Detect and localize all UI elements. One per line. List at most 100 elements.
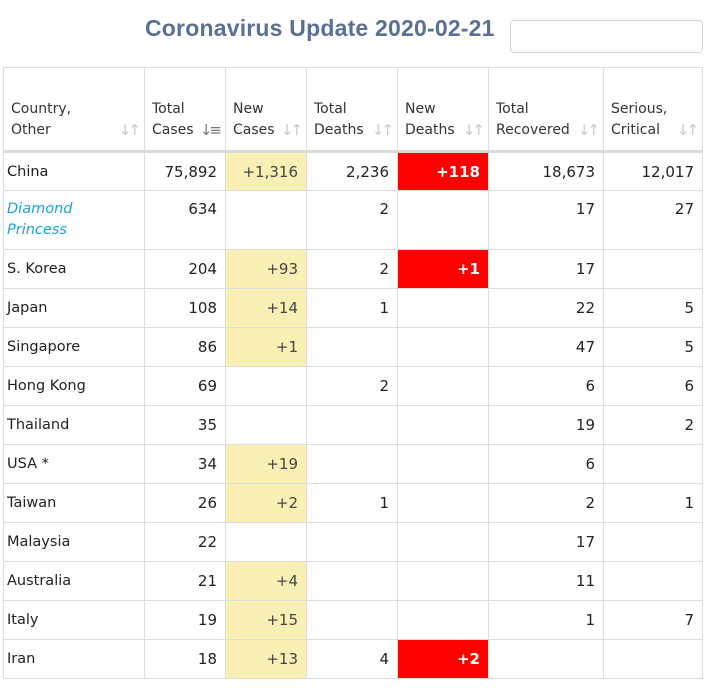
total-cases-cell: 69	[144, 366, 226, 406]
column-header-label: Serious, Critical	[611, 101, 668, 138]
new-cases-cell	[225, 522, 307, 562]
sort-icon[interactable]: ↓↑	[462, 121, 485, 139]
country-cell: Australia	[3, 561, 145, 601]
sort-icon[interactable]: ↓↑	[676, 121, 699, 139]
total-recovered-cell: 1	[488, 600, 604, 640]
table-body: China 75,892 +1,316 2,236 +118 18,673 12,017 Di…	[3, 151, 703, 679]
table-row: Thailand 35 19 2	[3, 405, 703, 445]
total-cases-cell: 21	[144, 561, 226, 601]
total-recovered-cell: 47	[488, 327, 604, 367]
column-header-total-cases[interactable]: Total Cases ↓≡	[144, 67, 226, 153]
sort-icon[interactable]: ↓↑	[280, 121, 303, 139]
table-row: Taiwan 26 +2 1 2 1	[3, 483, 703, 523]
new-cases-cell: +13	[225, 639, 307, 679]
search-input[interactable]	[510, 20, 703, 53]
table-row: Diamond Princess 634 2 17 27	[3, 190, 703, 250]
table-row: Malaysia 22 17	[3, 522, 703, 562]
new-deaths-cell	[397, 190, 489, 250]
total-cases-cell: 22	[144, 522, 226, 562]
column-header-new-cases[interactable]: New Cases ↓↑	[225, 67, 307, 153]
total-deaths-cell	[306, 405, 398, 445]
table-row: Hong Kong 69 2 6 6	[3, 366, 703, 406]
table-row: Japan 108 +14 1 22 5	[3, 288, 703, 328]
total-deaths-cell: 2	[306, 190, 398, 250]
column-header-serious-critical[interactable]: Serious, Critical ↓↑	[603, 67, 703, 153]
new-cases-cell: +14	[225, 288, 307, 328]
new-deaths-cell	[397, 522, 489, 562]
sort-desc-icon[interactable]: ↓≡	[199, 121, 222, 139]
country-cell: China	[3, 151, 145, 191]
new-cases-cell: +1	[225, 327, 307, 367]
sort-icon[interactable]: ↓↑	[118, 121, 141, 139]
serious-critical-cell	[603, 639, 703, 679]
sort-icon[interactable]: ↓↑	[577, 121, 600, 139]
column-header-total-recovered[interactable]: Total Recovered ↓↑	[488, 67, 604, 153]
country-cell: USA *	[3, 444, 145, 484]
serious-critical-cell: 5	[603, 288, 703, 328]
serious-critical-cell: 7	[603, 600, 703, 640]
total-recovered-cell: 18,673	[488, 151, 604, 191]
table-row: S. Korea 204 +93 2 +1 17	[3, 249, 703, 289]
new-deaths-cell	[397, 561, 489, 601]
total-recovered-cell: 6	[488, 444, 604, 484]
new-cases-cell: +2	[225, 483, 307, 523]
total-deaths-cell: 2	[306, 366, 398, 406]
column-header-label: Total Recovered	[496, 101, 570, 138]
total-cases-cell: 18	[144, 639, 226, 679]
total-recovered-cell: 17	[488, 522, 604, 562]
total-cases-cell: 34	[144, 444, 226, 484]
new-cases-cell: +19	[225, 444, 307, 484]
total-cases-cell: 634	[144, 190, 226, 250]
serious-critical-cell: 27	[603, 190, 703, 250]
total-deaths-cell: 1	[306, 288, 398, 328]
new-cases-cell: +4	[225, 561, 307, 601]
country-cell: Thailand	[3, 405, 145, 445]
total-cases-cell: 35	[144, 405, 226, 445]
sort-icon[interactable]: ↓↑	[371, 121, 394, 139]
total-deaths-cell: 2	[306, 249, 398, 289]
country-cell: Japan	[3, 288, 145, 328]
total-recovered-cell: 19	[488, 405, 604, 445]
new-deaths-cell	[397, 366, 489, 406]
total-cases-cell: 75,892	[144, 151, 226, 191]
new-cases-cell	[225, 405, 307, 445]
column-header-country[interactable]: Country, Other ↓↑	[3, 67, 145, 153]
country-cell: Taiwan	[3, 483, 145, 523]
total-recovered-cell: 6	[488, 366, 604, 406]
country-cell: Hong Kong	[3, 366, 145, 406]
new-cases-cell: +93	[225, 249, 307, 289]
total-cases-cell: 19	[144, 600, 226, 640]
total-recovered-cell	[488, 639, 604, 679]
new-deaths-cell: +118	[397, 151, 489, 191]
column-header-label: Total Cases	[152, 101, 194, 138]
serious-critical-cell: 5	[603, 327, 703, 367]
country-link[interactable]: Diamond Princess	[3, 190, 145, 250]
serious-critical-cell	[603, 522, 703, 562]
serious-critical-cell	[603, 561, 703, 601]
new-cases-cell: +1,316	[225, 151, 307, 191]
serious-critical-cell: 1	[603, 483, 703, 523]
new-deaths-cell	[397, 327, 489, 367]
total-recovered-cell: 22	[488, 288, 604, 328]
total-deaths-cell	[306, 327, 398, 367]
column-header-new-deaths[interactable]: New Deaths ↓↑	[397, 67, 489, 153]
total-deaths-cell	[306, 444, 398, 484]
column-header-label: New Cases	[233, 101, 275, 138]
total-recovered-cell: 17	[488, 190, 604, 250]
table-header-row: Country, Other ↓↑ Total Cases ↓≡ New Cases ↓↑ Tot…	[3, 67, 703, 153]
country-cell: Italy	[3, 600, 145, 640]
serious-critical-cell: 12,017	[603, 151, 703, 191]
country-cell: Iran	[3, 639, 145, 679]
serious-critical-cell	[603, 249, 703, 289]
column-header-label: Total Deaths	[314, 101, 364, 138]
total-deaths-cell: 4	[306, 639, 398, 679]
country-cell: S. Korea	[3, 249, 145, 289]
new-deaths-cell: +2	[397, 639, 489, 679]
serious-critical-cell: 6	[603, 366, 703, 406]
total-recovered-cell: 17	[488, 249, 604, 289]
page-title: Coronavirus Update 2020-02-21	[145, 15, 495, 41]
total-cases-cell: 204	[144, 249, 226, 289]
column-header-total-deaths[interactable]: Total Deaths ↓↑	[306, 67, 398, 153]
country-cell: Singapore	[3, 327, 145, 367]
total-deaths-cell: 2,236	[306, 151, 398, 191]
